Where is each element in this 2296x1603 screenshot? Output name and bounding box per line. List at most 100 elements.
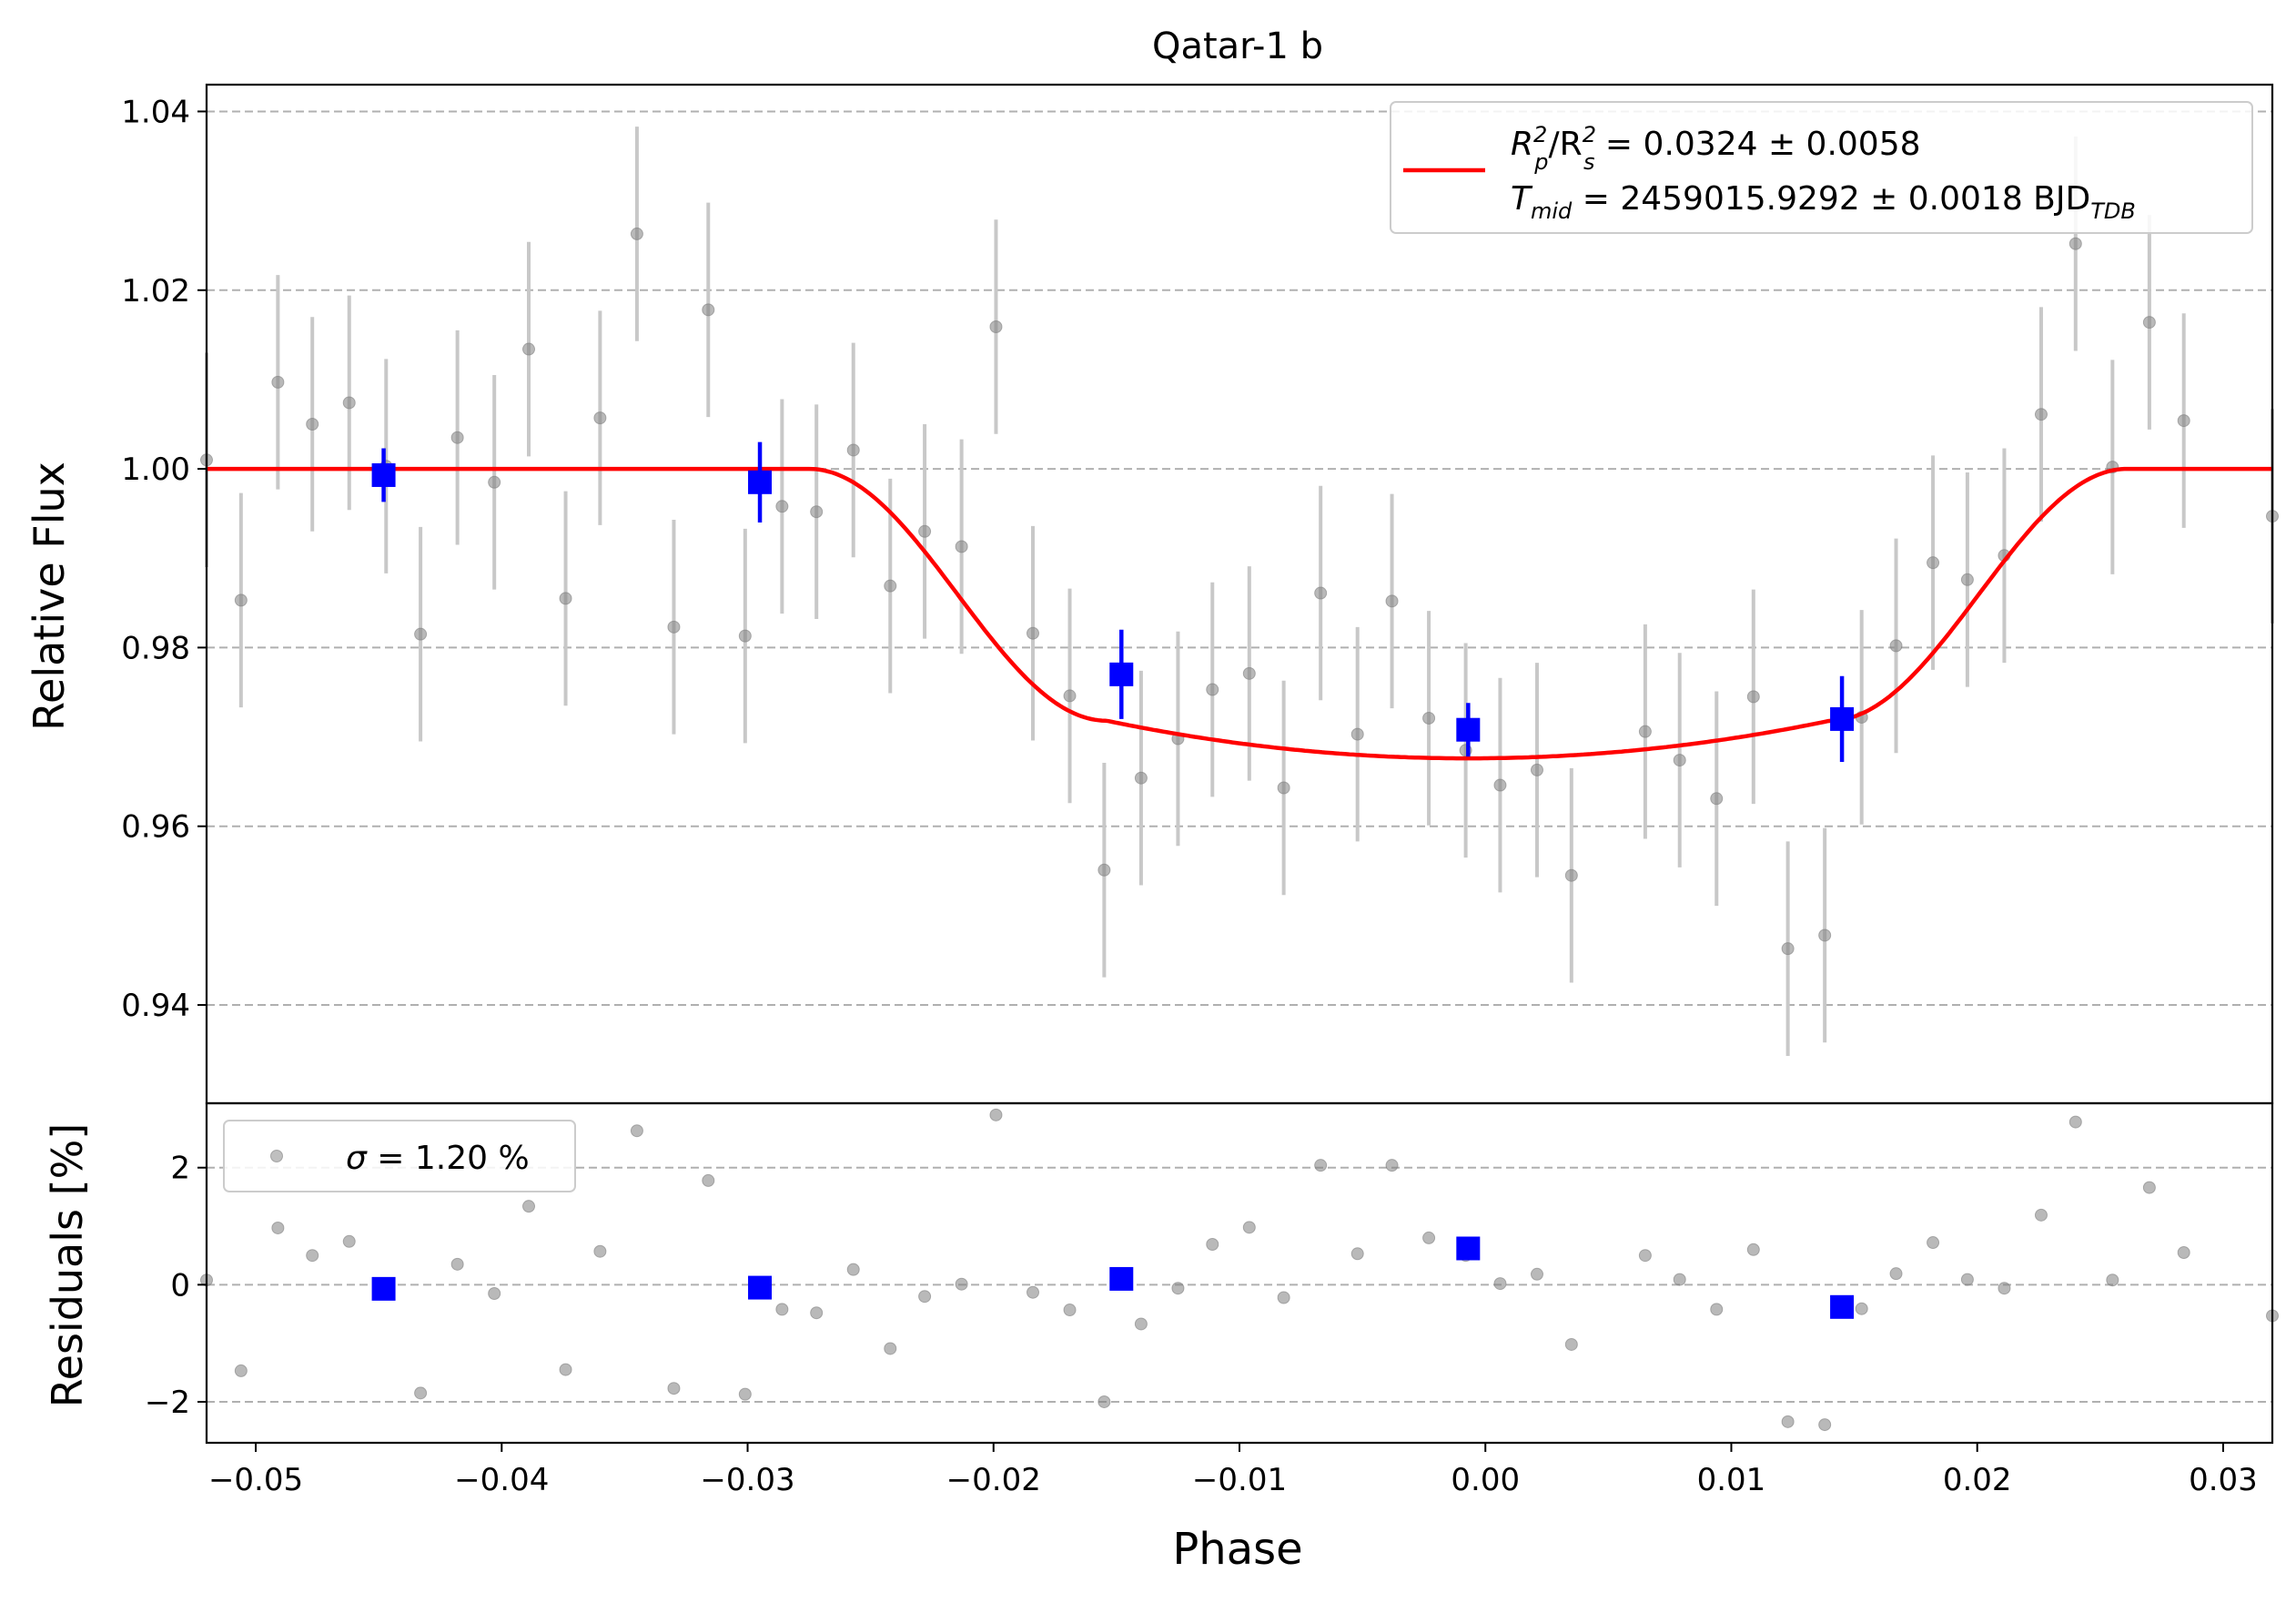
flux-data-point	[2142, 316, 2156, 330]
flux-data-point	[1638, 725, 1652, 738]
flux-y-tick-label: 1.02	[121, 273, 190, 309]
residual-data-point	[1746, 1243, 1760, 1256]
x-axis-label: Phase	[1172, 1524, 1302, 1575]
residuals-data-points	[200, 1108, 2279, 1432]
residual-data-point	[450, 1257, 464, 1271]
flux-data-point	[234, 594, 248, 607]
residual-data-point	[775, 1303, 789, 1316]
legend-sigma-label: σ = 1.20 %	[346, 1140, 530, 1177]
residual-data-point	[414, 1386, 428, 1400]
flux-data-point	[810, 505, 824, 519]
flux-data-point	[1314, 586, 1328, 600]
residuals-x-ticks: −0.05 −0.04 −0.03 −0.02 −0.01 0.00 0.01 0.02 0.0…	[208, 1443, 2258, 1498]
residual-data-point	[630, 1124, 643, 1138]
residual-data-point	[702, 1173, 715, 1187]
flux-y-tick-label: 0.98	[121, 630, 190, 666]
residual-data-point	[1960, 1273, 1974, 1286]
residual-data-point	[1063, 1304, 1077, 1317]
flux-data-point	[884, 579, 897, 593]
flux-binned-point	[1830, 706, 1855, 731]
residual-data-point	[306, 1249, 319, 1263]
residual-data-point	[593, 1244, 607, 1258]
residuals-y-tick-label: 2	[170, 1151, 190, 1187]
x-tick-label: 0.03	[2189, 1462, 2258, 1498]
residual-data-point	[488, 1287, 501, 1301]
flux-data-point	[414, 627, 428, 641]
flux-data-point	[1027, 626, 1039, 640]
flux-binned-point	[1456, 717, 1481, 742]
flux-data-point	[342, 396, 356, 410]
residual-data-point	[1242, 1221, 1256, 1234]
flux-data-point	[2068, 237, 2082, 250]
residuals-y-tick-label: 0	[170, 1267, 190, 1304]
residuals-y-axis-label: Residuals [%]	[43, 1123, 92, 1407]
residual-binned-point	[1456, 1236, 1481, 1261]
flux-y-axis-label: Relative Flux	[25, 462, 74, 731]
x-tick-label: −0.05	[208, 1462, 303, 1498]
flux-data-point	[846, 443, 860, 457]
flux-data-point	[1493, 778, 1507, 792]
flux-legend: R2 p/R2 s = 0.0324 ± 0.0058 Tmid = 2459015…	[1390, 101, 2253, 234]
residuals-y-ticks: −2 0 2	[145, 1151, 207, 1421]
flux-y-tick-label: 1.04	[121, 94, 190, 130]
flux-data-point	[1889, 639, 1903, 653]
residual-data-point	[955, 1277, 968, 1291]
flux-data-point	[1710, 792, 1724, 806]
flux-data-point	[306, 418, 319, 431]
flux-y-tick-label: 1.00	[121, 451, 190, 488]
residual-data-point	[1206, 1237, 1219, 1251]
residuals-binned-points	[371, 1236, 1855, 1319]
flux-binned-point	[748, 470, 773, 494]
legend-tmid-label: Tmid = 2459015.9292 ± 0.0018 BJDTDB	[1511, 180, 2136, 224]
x-tick-label: −0.01	[1192, 1462, 1287, 1498]
residual-data-point	[522, 1200, 536, 1213]
x-tick-label: −0.04	[454, 1462, 549, 1498]
x-tick-label: −0.02	[946, 1462, 1041, 1498]
residual-data-point	[1314, 1159, 1328, 1172]
flux-data-point	[1530, 763, 1543, 776]
residual-data-point	[1564, 1337, 1578, 1351]
residual-data-point	[559, 1363, 572, 1376]
residual-data-point	[884, 1342, 897, 1355]
residual-data-point	[918, 1290, 932, 1304]
residual-data-point	[989, 1108, 1003, 1121]
flux-data-point	[1781, 942, 1795, 956]
residual-data-point	[1781, 1415, 1795, 1428]
residual-binned-point	[748, 1275, 773, 1300]
flux-data-point	[559, 592, 572, 605]
flux-data-point	[989, 320, 1003, 334]
residual-data-point	[2142, 1181, 2156, 1194]
residual-data-point	[1493, 1277, 1507, 1291]
residual-data-point	[271, 1221, 285, 1234]
residual-data-point	[1927, 1236, 1940, 1250]
residual-data-point	[1998, 1282, 2011, 1295]
residual-binned-point	[1109, 1266, 1134, 1291]
residual-data-point	[1171, 1282, 1185, 1295]
flux-data-point	[271, 375, 285, 389]
residual-data-point	[342, 1234, 356, 1248]
flux-data-point	[1818, 928, 1832, 942]
residual-data-point	[1855, 1302, 1868, 1315]
flux-data-point	[1746, 690, 1760, 704]
residual-data-point	[1385, 1159, 1399, 1172]
residual-data-point	[810, 1306, 824, 1320]
residual-binned-point	[371, 1276, 396, 1301]
flux-binned-points	[371, 441, 1855, 763]
residual-data-point	[1097, 1395, 1111, 1408]
residuals-y-tick-label: −2	[145, 1385, 190, 1421]
flux-data-point	[1422, 711, 1436, 725]
flux-data-point	[1134, 771, 1148, 785]
residuals-legend: σ = 1.20 %	[223, 1120, 576, 1192]
residual-data-point	[1818, 1418, 1832, 1432]
residual-data-point	[1027, 1285, 1039, 1299]
flux-data-point	[1385, 594, 1399, 608]
x-tick-label: 0.00	[1451, 1462, 1520, 1498]
flux-data-point	[1673, 754, 1686, 767]
x-tick-label: 0.01	[1697, 1462, 1766, 1498]
residual-data-point	[1638, 1249, 1652, 1263]
legend-residual-marker	[270, 1150, 283, 1162]
legend-rp-rs-label: R2 p/R2 s = 0.0324 ± 0.0058	[1511, 122, 1921, 175]
residual-data-point	[1889, 1267, 1903, 1281]
